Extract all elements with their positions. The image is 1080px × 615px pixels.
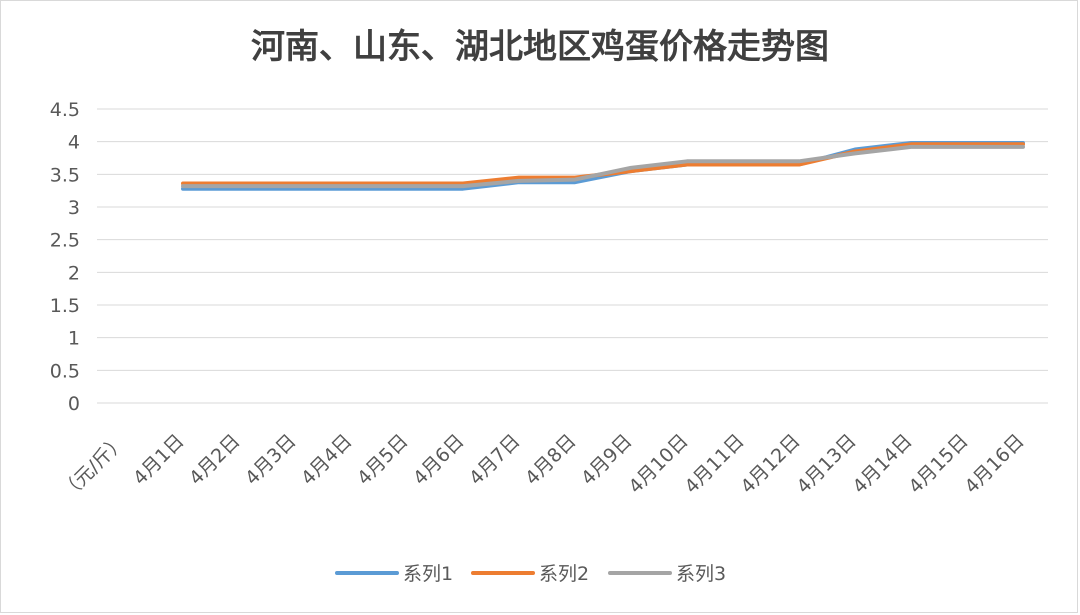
x-tick-label: 4月16日: [960, 430, 1028, 498]
x-tick-label: 4月3日: [241, 430, 301, 490]
x-tick-label: 4月10日: [624, 430, 692, 498]
unit-label: （元/斤）: [57, 430, 131, 504]
x-tick-label: 4月11日: [680, 430, 748, 498]
y-tick-label: 2: [68, 262, 80, 284]
x-tick-label: 4月13日: [792, 430, 860, 498]
x-tick-label: 4月6日: [409, 430, 469, 490]
y-tick-label: 0.5: [50, 360, 80, 382]
chart-title: 河南、山东、湖北地区鸡蛋价格走势图: [251, 27, 829, 67]
y-tick-label: 4: [68, 132, 80, 154]
x-axis-ticks: （元/斤）4月1日4月2日4月3日4月4日4月5日4月6日4月7日4月8日4月9…: [57, 430, 1029, 504]
x-tick-label: 4月4日: [297, 430, 357, 490]
x-tick-label: 4月8日: [521, 430, 581, 490]
x-tick-label: 4月12日: [736, 430, 804, 498]
y-tick-label: 4.5: [50, 99, 80, 121]
series-line-3: [181, 144, 1025, 189]
x-tick-label: 4月2日: [185, 430, 245, 490]
x-tick-label: 4月5日: [353, 430, 413, 490]
legend-label: 系列2: [539, 563, 589, 585]
series-lines: [181, 141, 1025, 191]
legend-label: 系列1: [403, 563, 453, 585]
y-axis-ticks: 0 0.5 1 1.5 2 2.5 3 3.5 4 4.5: [50, 99, 80, 415]
x-tick-label: 4月14日: [848, 430, 916, 498]
y-tick-label: 3.5: [50, 164, 80, 186]
x-tick-label: 4月7日: [465, 430, 525, 490]
y-tick-label: 0: [68, 393, 80, 415]
legend: 系列1 系列2 系列3: [335, 563, 726, 585]
x-tick-label: 4月1日: [129, 430, 189, 490]
legend-label: 系列3: [676, 563, 726, 585]
y-tick-label: 1: [68, 328, 80, 350]
y-tick-label: 1.5: [50, 295, 80, 317]
x-tick-label: 4月15日: [904, 430, 972, 498]
y-tick-label: 2.5: [50, 230, 80, 252]
y-tick-label: 3: [68, 197, 80, 219]
gridlines: [97, 108, 1048, 404]
